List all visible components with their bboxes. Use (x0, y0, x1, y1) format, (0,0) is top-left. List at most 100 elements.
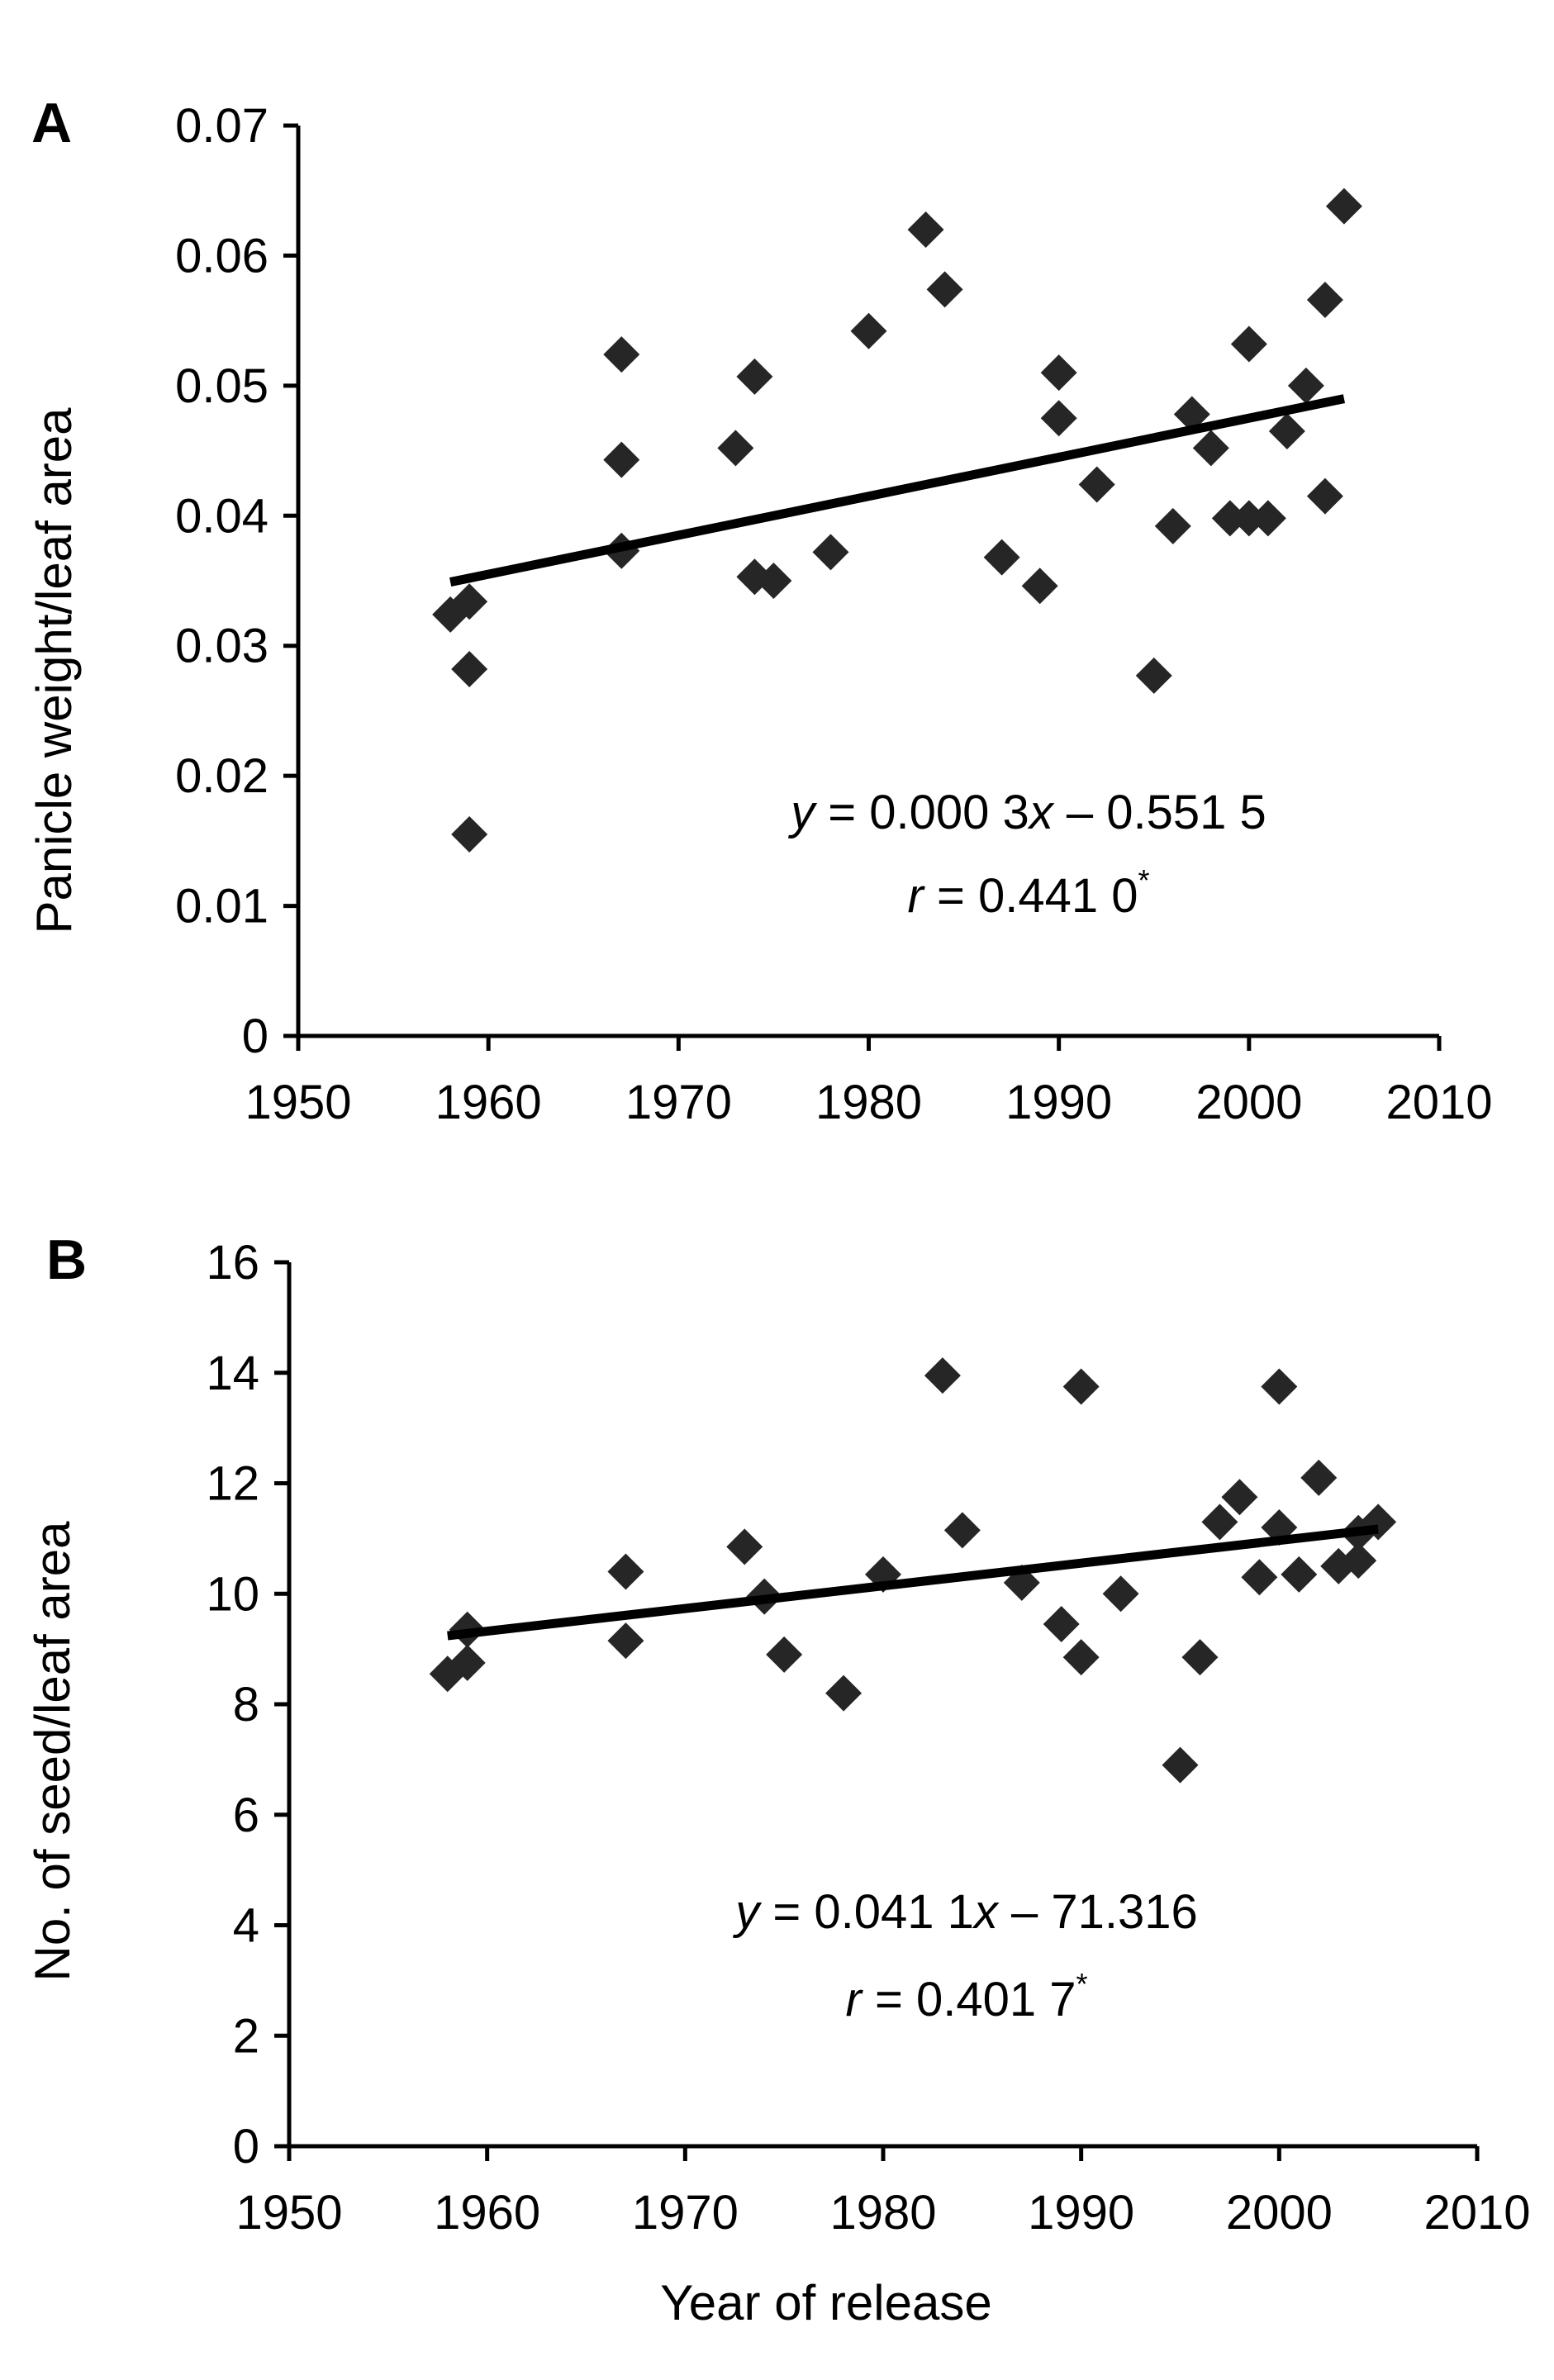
x-tick-label: 2000 (1226, 2186, 1333, 2240)
data-point (1102, 1575, 1139, 1613)
y-tick-label: 0.04 (175, 489, 269, 543)
data-point (607, 1622, 644, 1660)
data-point (1062, 1639, 1100, 1676)
data-point (603, 441, 640, 478)
x-tick-label: 1980 (829, 2186, 936, 2240)
data-point (1201, 1504, 1238, 1541)
panel-b-fit-line (447, 1524, 1379, 1641)
data-point (603, 336, 640, 373)
y-tick-label: 6 (233, 1789, 259, 1842)
data-point (943, 1512, 981, 1549)
data-point (1062, 1368, 1100, 1405)
data-point (766, 1636, 803, 1673)
data-point (736, 358, 773, 395)
data-point (1241, 1559, 1278, 1596)
x-tick-label: 1970 (632, 2186, 739, 2240)
y-tick-label: 0.03 (175, 620, 269, 673)
y-tick-label: 4 (233, 1899, 259, 1953)
data-point (1173, 396, 1210, 433)
x-tick-label: 1950 (245, 1076, 351, 1129)
x-tick-label: 1970 (625, 1076, 732, 1129)
x-tick-label: 1960 (435, 1076, 542, 1129)
data-point (1230, 500, 1267, 537)
data-point (1287, 367, 1324, 404)
data-point (451, 583, 488, 620)
data-point (1043, 1606, 1080, 1643)
data-point (449, 1644, 486, 1681)
x-tick-label: 1990 (1005, 1076, 1112, 1129)
panel-b: B 0 2 4 6 8 10 12 14 16 1950 1960 1970 1980 1990 2000 2… (25, 1228, 1531, 2330)
data-point (1162, 1746, 1199, 1784)
panel-a-r-value: r = 0.441 0* (908, 863, 1150, 923)
x-tick-label: 2000 (1195, 1076, 1302, 1129)
panel-b-points (429, 1357, 1397, 1784)
regression-line (447, 1524, 1379, 1641)
y-tick-label: 0.06 (175, 229, 269, 283)
panel-b-letter: B (46, 1228, 87, 1291)
panel-a-y-axis-title: Panicle weight/leaf area (26, 407, 82, 934)
data-point (983, 539, 1020, 576)
y-tick-label: 0.02 (175, 749, 269, 803)
panel-a-letter: A (31, 92, 72, 154)
data-point (1306, 281, 1343, 318)
panel-a-axes: 0 0.01 0.02 0.03 0.04 0.05 0.06 0.07 1950 1960 197… (175, 99, 1492, 1129)
x-tick-label: 1960 (434, 2186, 540, 2240)
y-tick-label: 2 (233, 2009, 259, 2063)
data-point (451, 651, 488, 688)
x-tick-label: 1950 (235, 2186, 342, 2240)
data-point (1325, 188, 1362, 225)
x-tick-label: 1990 (1028, 2186, 1134, 2240)
y-tick-label: 0.07 (175, 99, 269, 153)
y-tick-label: 0.01 (175, 880, 269, 933)
panel-b-axes: 0 2 4 6 8 10 12 14 16 1950 1960 1970 1980 1990 2000 201… (206, 1236, 1530, 2240)
data-point (1154, 507, 1191, 544)
y-tick-label: 0 (233, 2120, 259, 2173)
x-tick-label: 2010 (1423, 2186, 1530, 2240)
data-point (1078, 466, 1115, 503)
y-tick-label: 14 (206, 1347, 259, 1400)
y-tick-label: 10 (206, 1567, 259, 1621)
data-point (1300, 1459, 1338, 1496)
data-point (1192, 430, 1229, 467)
y-tick-label: 12 (206, 1457, 259, 1511)
data-point (924, 1357, 961, 1394)
regression-line (449, 394, 1346, 587)
panel-a: A 0 0.01 0.02 0.03 0.04 0.05 0.06 0.07 1950 1960 1… (26, 92, 1493, 1129)
panel-b-y-axis-title: No. of seed/leaf area (25, 1521, 80, 1982)
y-tick-label: 0.05 (175, 359, 269, 413)
data-point (1221, 1479, 1258, 1516)
data-point (1021, 568, 1058, 605)
panel-b-x-axis-title: Year of release (660, 2275, 991, 2330)
y-tick-label: 8 (233, 1678, 259, 1732)
data-point (755, 563, 792, 599)
data-point (726, 1528, 763, 1565)
data-point (812, 534, 849, 571)
data-point (907, 211, 944, 248)
data-point (850, 312, 887, 349)
data-point (926, 271, 963, 308)
y-tick-label: 16 (206, 1236, 259, 1290)
panel-a-equation: y = 0.000 3x – 0.551 5 (787, 786, 1266, 839)
data-point (1230, 325, 1267, 363)
data-point (1135, 657, 1172, 694)
x-tick-label: 2010 (1385, 1076, 1492, 1129)
data-point (1040, 354, 1077, 392)
data-point (1261, 1368, 1298, 1405)
data-point (1306, 477, 1343, 515)
panel-b-equation: y = 0.041 1x – 71.316 (732, 1885, 1198, 1939)
data-point (607, 1553, 644, 1590)
y-tick-label: 0 (242, 1009, 269, 1063)
panel-a-fit-line (449, 394, 1346, 587)
data-point (1268, 412, 1305, 449)
x-tick-label: 1980 (815, 1076, 922, 1129)
data-point (1249, 500, 1286, 537)
data-point (1281, 1556, 1318, 1593)
panel-b-r-value: r = 0.401 7* (846, 1967, 1088, 2026)
data-point (825, 1675, 863, 1712)
data-point (717, 430, 754, 467)
data-point (1211, 500, 1248, 537)
data-point (1340, 1542, 1377, 1580)
panel-a-points (432, 188, 1362, 853)
data-point (451, 815, 488, 853)
